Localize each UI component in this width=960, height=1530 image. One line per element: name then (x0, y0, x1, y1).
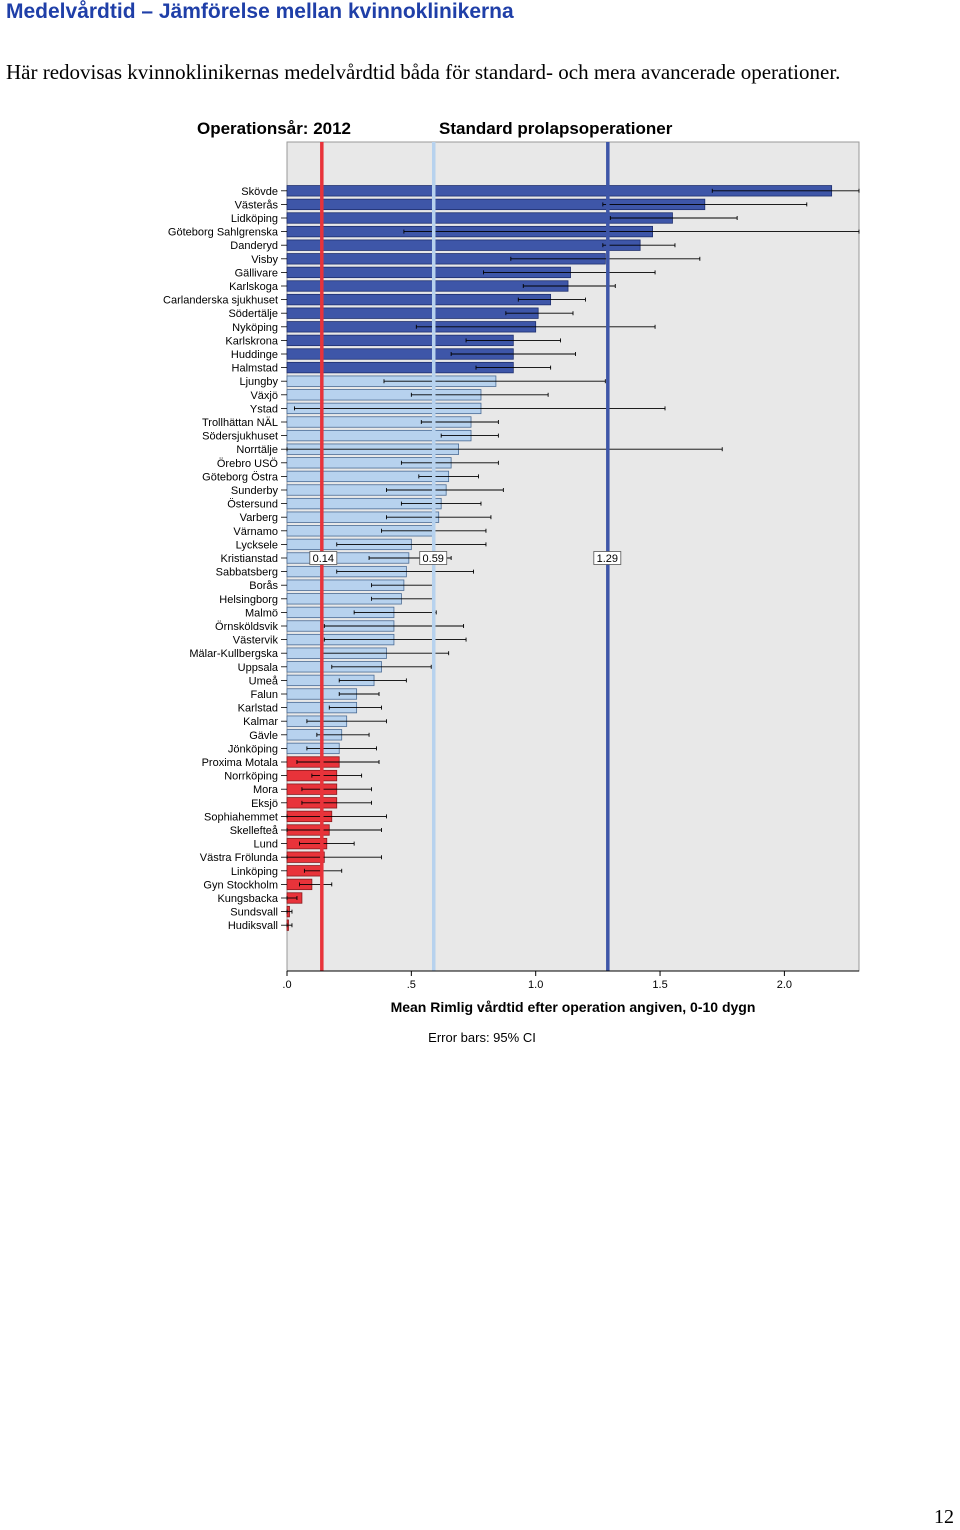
category-label: Proxima Motala (202, 757, 279, 769)
category-label: Växjö (250, 390, 278, 402)
category-label: Örnsköldsvik (215, 621, 278, 633)
reference-value-label: 0.59 (423, 553, 444, 565)
category-label: Södersjukhuset (202, 431, 278, 443)
bar (286, 239, 641, 251)
category-label: Göteborg Östra (202, 471, 279, 483)
reference-value-label: 0.14 (313, 553, 334, 565)
category-label: Östersund (227, 499, 278, 511)
category-label: Uppsala (238, 662, 279, 674)
category-label: Södertälje (228, 308, 278, 320)
category-label: Kalmar (243, 716, 278, 728)
category-label: Gävle (249, 730, 278, 742)
bar (286, 293, 552, 306)
category-label: Linköping (231, 866, 278, 878)
category-label: Eksjö (251, 798, 278, 810)
category-label: Sunderby (231, 485, 279, 497)
category-label: Halmstad (232, 363, 278, 375)
category-label: Sundsvall (230, 907, 278, 919)
x-tick-label: 1.5 (652, 979, 667, 991)
category-label: Skövde (241, 186, 278, 198)
category-label: Carlanderska sjukhuset (163, 295, 278, 307)
category-label: Varberg (240, 512, 278, 524)
category-label: Hudiksvall (228, 920, 278, 932)
category-label: Västerås (235, 199, 279, 211)
category-label: Ystad (250, 403, 278, 415)
x-axis: .0 .5 1.0 1.5 2.0 (282, 970, 859, 991)
category-label: Falun (250, 689, 278, 701)
reference-value-box (593, 551, 622, 565)
reference-value-box (309, 551, 338, 565)
category-label: Västra Frölunda (200, 852, 279, 864)
x-axis-label: Mean Rimlig vårdtid efter operation angi… (391, 999, 756, 1015)
category-label: Göteborg Sahlgrenska (168, 227, 279, 239)
x-tick-label: 1.0 (528, 979, 543, 991)
category-label: Jönköping (228, 743, 278, 755)
x-tick-label: .0 (282, 979, 291, 991)
category-label: Visby (251, 254, 278, 266)
category-label: Karlskoga (229, 281, 279, 293)
chart-header-category: Standard prolapsoperationer (439, 119, 673, 138)
reference-value-box (419, 551, 448, 565)
category-label: Värnamo (233, 526, 278, 538)
category-label: Kristianstad (221, 553, 278, 565)
category-label: Sabbatsberg (216, 567, 278, 579)
category-label: Karlstad (238, 703, 278, 715)
bar (286, 307, 539, 319)
x-tick-label: 2.0 (777, 979, 792, 991)
category-label: Trollhättan NÄL (202, 417, 278, 429)
category-label: Gyn Stockholm (203, 879, 278, 891)
category-label: Sophiahemmet (204, 811, 278, 823)
reference-lines-group: 0.14 0.59 1.29 (309, 142, 622, 971)
error-bars-note: Error bars: 95% CI (428, 1030, 536, 1045)
category-label: Lycksele (236, 539, 278, 551)
category-label: Skellefteå (230, 825, 279, 837)
page-heading: Medelvårdtid – Jämförelse mellan kvinnok… (6, 0, 514, 23)
category-label: Kungsbacka (217, 893, 278, 905)
category-label: Lidköping (231, 213, 278, 225)
intro-text: Här redovisas kvinnoklinikernas medelvår… (6, 60, 841, 84)
category-label: Gällivare (235, 267, 278, 279)
x-tick-label: .5 (407, 979, 416, 991)
bar-chart: Operationsår: 2012 Standard prolapsopera… (163, 119, 860, 1045)
category-label: Mora (253, 784, 279, 796)
category-label: Mälar-Kullbergska (189, 648, 279, 660)
category-label: Norrköping (224, 771, 278, 783)
category-label: Huddinge (231, 349, 278, 361)
category-label: Karlskrona (225, 335, 278, 347)
category-label: Norrtälje (236, 444, 278, 456)
reference-value-label: 1.29 (597, 553, 618, 565)
category-label: Västervik (233, 635, 279, 647)
chart-header-year: Operationsår: 2012 (197, 119, 351, 138)
category-label: Malmö (245, 607, 278, 619)
category-label: Nyköping (232, 322, 278, 334)
category-label: Lund (254, 839, 278, 851)
category-label: Umeå (249, 675, 279, 687)
category-label: Helsingborg (219, 594, 278, 606)
page-number: 12 (934, 1506, 954, 1528)
category-label: Örebro USÖ (217, 458, 279, 470)
category-label: Ljungby (239, 376, 278, 388)
category-label: Danderyd (230, 240, 278, 252)
category-label: Borås (249, 580, 278, 592)
